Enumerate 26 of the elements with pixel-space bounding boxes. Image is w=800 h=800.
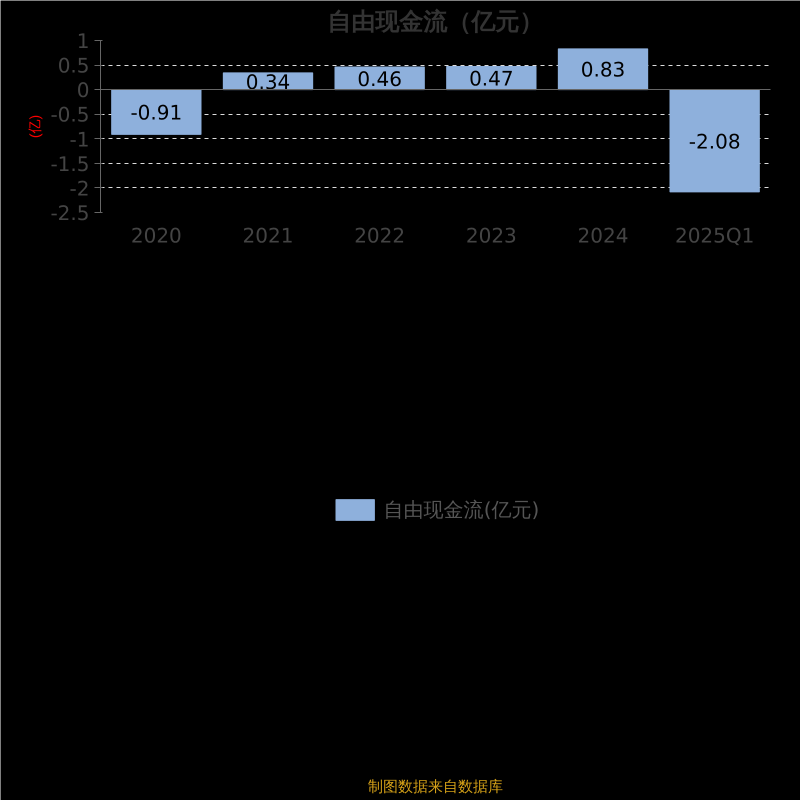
data-label: 0.34 [246,70,290,94]
x-tick-label: 2024 [578,224,628,248]
bar [111,89,202,135]
data-label: -2.08 [688,129,741,154]
x-tick-label: 2023 [466,224,517,248]
y-tick-label: -0.5 [50,102,90,127]
x-tick-label: 2021 [242,224,294,248]
data-label: 0.46 [357,66,402,91]
y-tick-label: -2 [70,176,90,200]
data-label: 0.83 [580,58,626,82]
text: 制图数据来自数据库 [368,778,503,796]
y-tick-label: 1 [76,29,90,53]
y-tick-label: -1.5 [50,152,90,176]
y-tick-label: -1 [70,127,90,152]
data-label: 0.47 [469,66,514,91]
legend-label: 自由现金流(亿元) [384,496,540,524]
data-label: -0.91 [130,100,182,125]
x-tick-label: 2022 [354,224,406,248]
bar [558,48,648,90]
bar [670,89,760,192]
x-tick-label: 2020 [130,224,182,248]
y-tick-label: -2.5 [50,201,90,225]
x-tick-label: 2025Q1 [674,224,754,248]
y-tick-label: 0 [76,78,90,102]
y-tick-label: 0.5 [58,54,90,78]
y-axis-title: (亿) [26,114,42,138]
